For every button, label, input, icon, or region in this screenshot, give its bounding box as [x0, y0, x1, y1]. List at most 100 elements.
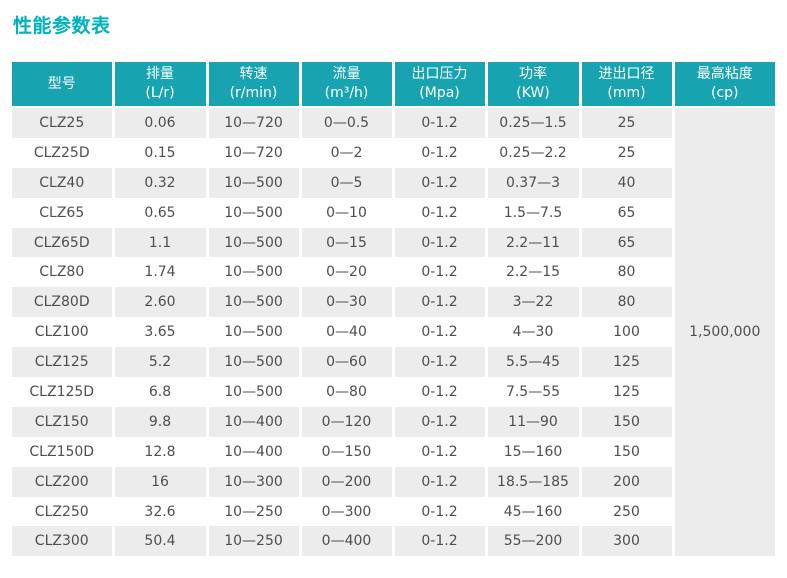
column-header-flow: 流量 (m³/h): [300, 62, 395, 108]
table-row-clz80d: CLZ80D 2.60 10—500 0—30 0-1.2 3—22 80: [12, 287, 775, 318]
cell-outlet-pressure: 0-1.2: [393, 377, 488, 407]
performance-spec-table: 型号 排量 (L/r) 转速 (r/min) 流量 (m³/h) 出口压力 (Mpa) 功率 (KW…: [12, 62, 775, 557]
header-row: 型号 排量 (L/r) 转速 (r/min) 流量 (m³/h) 出口压力 (Mpa) 功率 (KW…: [12, 62, 775, 108]
cell-outlet-pressure: 0-1.2: [393, 317, 488, 348]
cell-port-diameter: 80: [580, 287, 675, 318]
cell-power: 15—160: [486, 436, 582, 467]
cell-model: CLZ250: [12, 496, 115, 527]
cell-port-diameter: 150: [580, 406, 675, 437]
cell-speed: 10—500: [207, 197, 302, 228]
cell-model: CLZ40: [12, 167, 115, 198]
cell-flow: 0—40: [300, 317, 395, 348]
cell-flow: 0—15: [300, 227, 395, 258]
cell-model: CLZ300: [12, 526, 115, 557]
cell-displacement: 50.4: [113, 526, 209, 557]
column-header-displacement: 排量 (L/r): [113, 62, 209, 108]
cell-model: CLZ25D: [12, 137, 115, 168]
cell-power: 5.5—45: [486, 347, 582, 378]
table-row-clz40: CLZ40 0.32 10—500 0—5 0-1.2 0.37—3 40: [12, 167, 775, 198]
cell-speed: 10—720: [207, 107, 302, 138]
cell-speed: 10—300: [207, 466, 302, 497]
cell-power: 0.25—1.5: [486, 107, 582, 138]
cell-outlet-pressure: 0-1.2: [393, 436, 488, 467]
cell-model: CLZ200: [12, 466, 115, 497]
cell-speed: 10—500: [207, 257, 302, 288]
cell-outlet-pressure: 0-1.2: [393, 496, 488, 527]
column-label: 流量: [332, 66, 361, 83]
column-header-speed: 转速 (r/min): [207, 62, 302, 108]
cell-speed: 10—250: [207, 496, 302, 527]
cell-port-diameter: 80: [580, 257, 675, 288]
table-row-clz200: CLZ200 16 10—300 0—200 0-1.2 18.5—185 200: [12, 466, 775, 497]
cell-model: CLZ150: [12, 406, 115, 437]
cell-outlet-pressure: 0-1.2: [393, 287, 488, 318]
table-row-clz125d: CLZ125D 6.8 10—500 0—80 0-1.2 7.5—55 125: [12, 377, 775, 407]
cell-flow: 0—150: [300, 436, 395, 467]
cell-model: CLZ100: [12, 317, 115, 348]
column-header-port-diameter: 进出口径 (mm): [580, 62, 675, 108]
cell-port-diameter: 125: [580, 377, 675, 407]
cell-flow: 0—5: [300, 167, 395, 198]
cell-speed: 10—500: [207, 347, 302, 378]
table-row-clz65d: CLZ65D 1.1 10—500 0—15 0-1.2 2.2—11 65: [12, 227, 775, 258]
table-row-clz65: CLZ65 0.65 10—500 0—10 0-1.2 1.5—7.5 65: [12, 197, 775, 228]
cell-outlet-pressure: 0-1.2: [393, 406, 488, 437]
cell-outlet-pressure: 0-1.2: [393, 107, 488, 138]
cell-power: 1.5—7.5: [486, 197, 582, 228]
cell-displacement: 0.06: [113, 107, 209, 138]
column-header-model: 型号: [12, 62, 115, 108]
cell-model: CLZ125: [12, 347, 115, 378]
page: 性能参数表 型号 排量 (L/r) 转速 (r/min) 流量 (m³/h) 出口压力 (Mpa…: [12, 15, 775, 557]
cell-speed: 10—400: [207, 406, 302, 437]
cell-speed: 10—500: [207, 287, 302, 318]
column-label: 转速: [239, 66, 268, 83]
cell-flow: 0—30: [300, 287, 395, 318]
column-unit: (cp): [710, 85, 739, 101]
cell-displacement: 9.8: [113, 406, 209, 437]
cell-model: CLZ65: [12, 197, 115, 228]
cell-power: 45—160: [486, 496, 582, 527]
cell-power: 55—200: [486, 526, 582, 557]
cell-speed: 10—500: [207, 167, 302, 198]
cell-speed: 10—720: [207, 137, 302, 168]
cell-flow: 0—300: [300, 496, 395, 527]
cell-displacement: 0.32: [113, 167, 209, 198]
cell-outlet-pressure: 0-1.2: [393, 197, 488, 228]
cell-displacement: 5.2: [113, 347, 209, 378]
table-row-clz80: CLZ80 1.74 10—500 0—20 0-1.2 2.2—15 80: [12, 257, 775, 288]
cell-power: 0.37—3: [486, 167, 582, 198]
cell-flow: 0—80: [300, 377, 395, 407]
cell-max-viscosity: 1,500,000: [673, 107, 775, 557]
table-row-clz250: CLZ250 32.6 10—250 0—300 0-1.2 45—160 250: [12, 496, 775, 527]
cell-power: 11—90: [486, 406, 582, 437]
cell-outlet-pressure: 0-1.2: [393, 526, 488, 557]
cell-flow: 0—0.5: [300, 107, 395, 138]
cell-speed: 10—500: [207, 227, 302, 258]
cell-port-diameter: 40: [580, 167, 675, 198]
cell-power: 0.25—2.2: [486, 137, 582, 168]
column-label: 型号: [47, 75, 76, 92]
table-row-clz100: CLZ100 3.65 10—500 0—40 0-1.2 4—30 100: [12, 317, 775, 348]
cell-displacement: 16: [113, 466, 209, 497]
cell-flow: 0—60: [300, 347, 395, 378]
column-label: 最高粘度: [696, 66, 753, 83]
cell-speed: 10—500: [207, 317, 302, 348]
column-unit: (KW): [516, 85, 550, 101]
cell-port-diameter: 300: [580, 526, 675, 557]
column-header-outlet-pressure: 出口压力 (Mpa): [393, 62, 488, 108]
cell-speed: 10—400: [207, 436, 302, 467]
cell-displacement: 3.65: [113, 317, 209, 348]
table-row-clz125: CLZ125 5.2 10—500 0—60 0-1.2 5.5—45 125: [12, 347, 775, 378]
cell-power: 18.5—185: [486, 466, 582, 497]
cell-displacement: 6.8: [113, 377, 209, 407]
column-unit: (r/min): [229, 85, 278, 101]
cell-speed: 10—500: [207, 377, 302, 407]
cell-flow: 0—120: [300, 406, 395, 437]
cell-displacement: 2.60: [113, 287, 209, 318]
column-header-max-viscosity: 最高粘度 (cp): [673, 62, 775, 108]
column-label: 排量: [146, 66, 174, 83]
cell-port-diameter: 125: [580, 347, 675, 378]
cell-displacement: 0.15: [113, 137, 209, 168]
cell-model: CLZ80D: [12, 287, 115, 318]
column-unit: (L/r): [145, 85, 175, 101]
